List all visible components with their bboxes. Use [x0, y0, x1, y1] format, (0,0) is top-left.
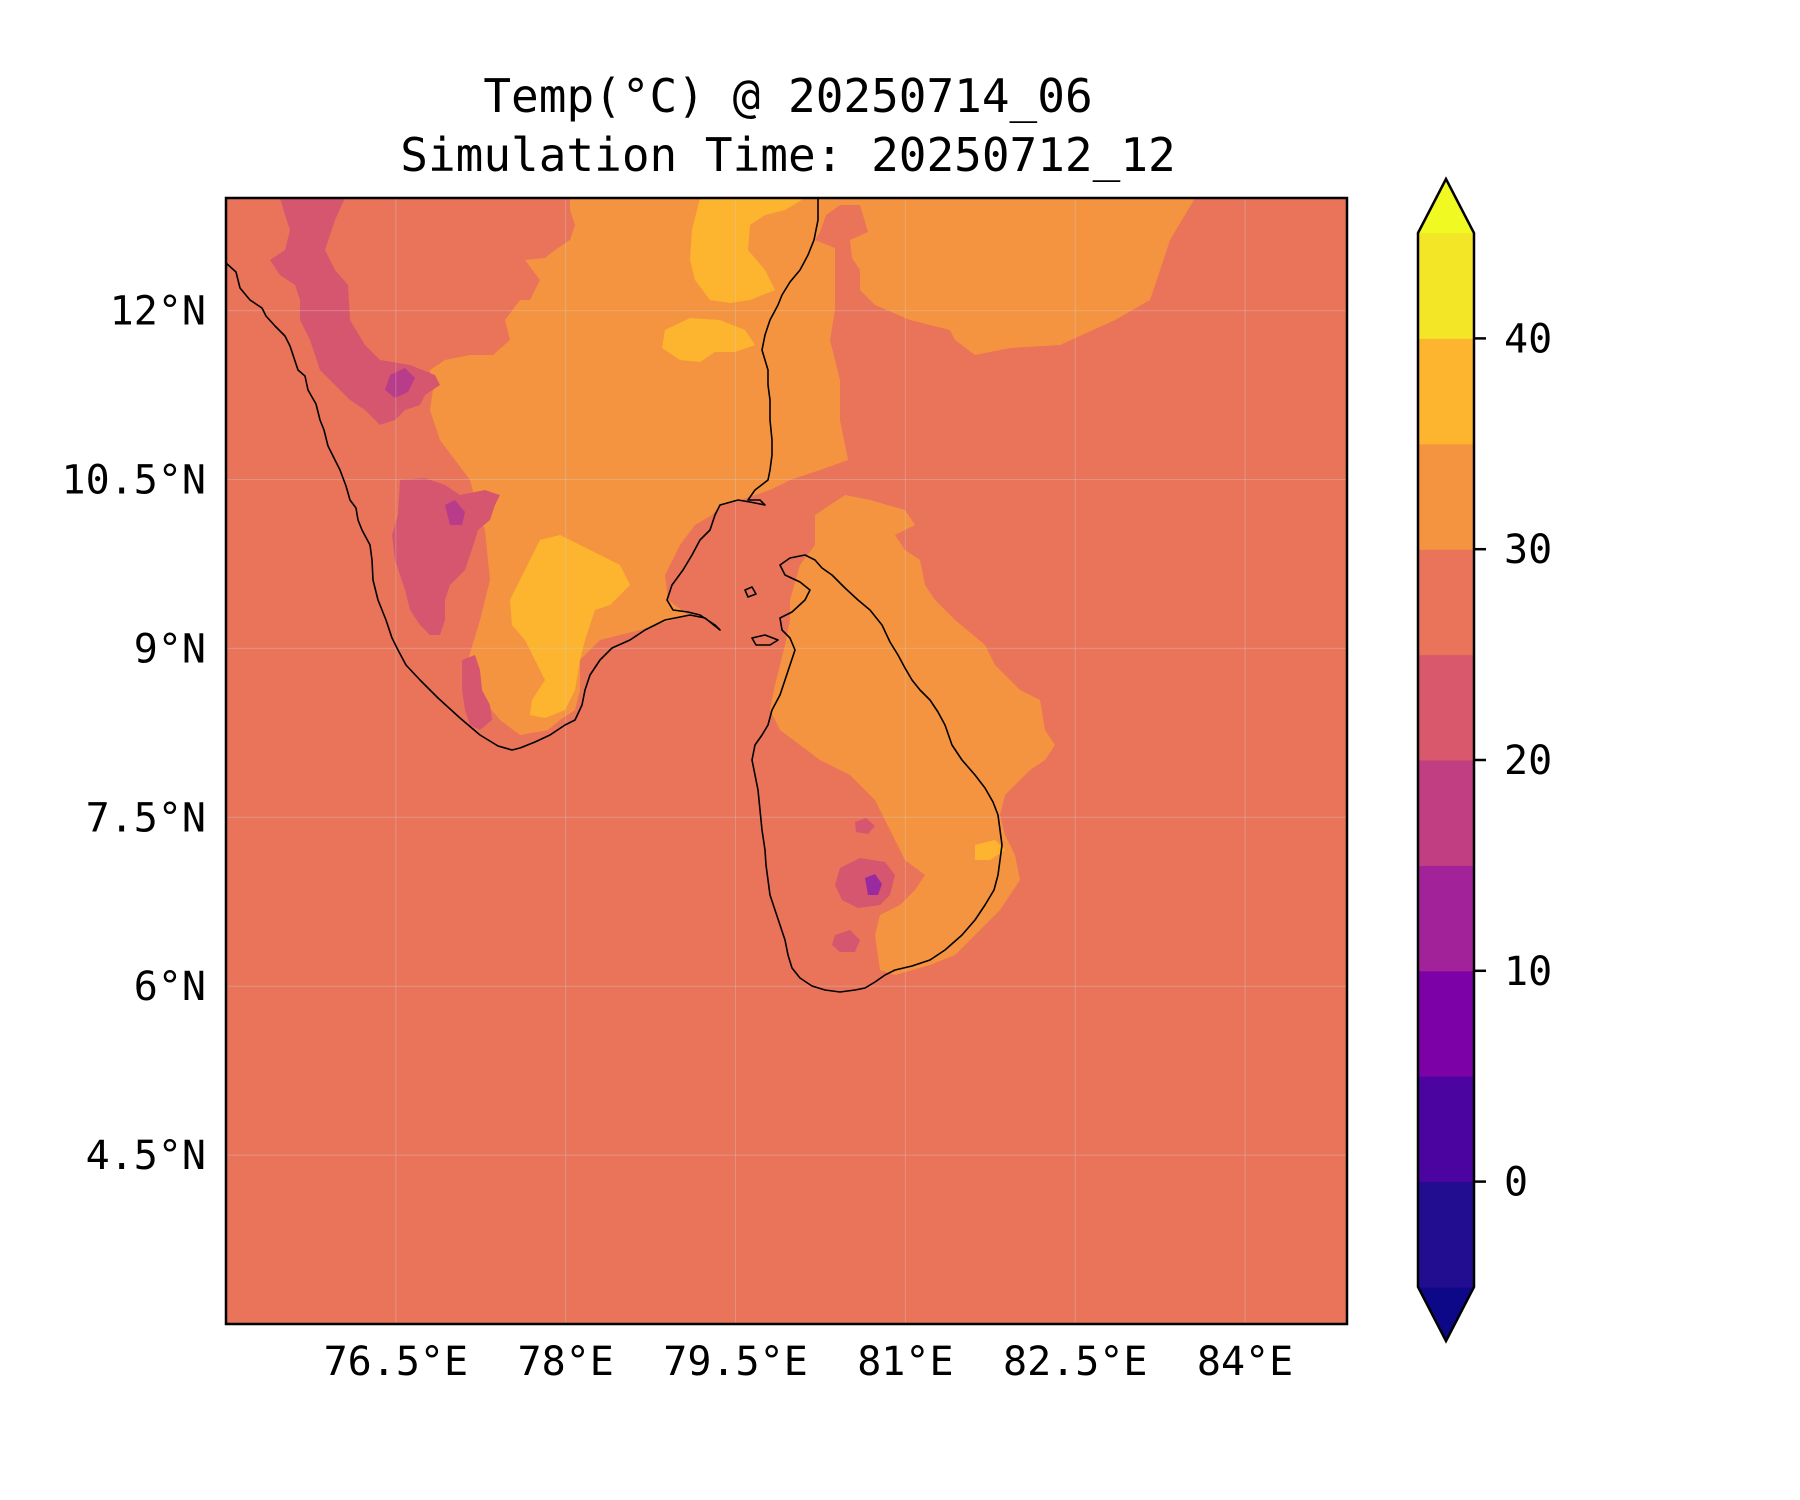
- colorbar-segment: [1418, 233, 1474, 339]
- central-hot-region: [662, 318, 755, 362]
- longitude-tick-label: 81°E: [857, 1339, 953, 1385]
- simulation-time-subtitle: Simulation Time: 20250712_12: [400, 128, 1175, 182]
- latitude-tick-label: 12°N: [110, 289, 206, 335]
- colorbar-segment: [1418, 443, 1474, 550]
- sri-lanka-small-cool-region: [855, 818, 875, 834]
- colorbar-outline: [1416, 176, 1476, 1344]
- map-plot-area: [226, 198, 1347, 1324]
- latitude-tick-label: 9°N: [134, 626, 206, 672]
- colorbar-tick-label: 30: [1504, 527, 1552, 573]
- colorbar-under-extension: [1418, 1287, 1474, 1341]
- longitude-tick-label: 84°E: [1197, 1339, 1293, 1385]
- coldest-region-10-15: [865, 874, 882, 895]
- latitude-axis: 12°N 10.5°N 9°N 7.5°N 6°N 4.5°N: [62, 289, 207, 1179]
- latitude-tick-label: 10.5°N: [62, 458, 207, 504]
- colorbar-segment: [1418, 654, 1474, 761]
- rameswaram-island-coastline: [744, 586, 757, 598]
- longitude-axis: 76.5°E 78°E 79.5°E 81°E 82.5°E 84°E: [324, 1339, 1294, 1385]
- sri-lanka-south-cool-region: [832, 930, 860, 952]
- map-title: Temp(°C) @ 20250714_06: [483, 69, 1092, 123]
- south-hot-region: [510, 535, 630, 718]
- colorbar-segment: [1418, 970, 1474, 1077]
- ghats-cold-pocket-north: [385, 368, 415, 398]
- hot-region-35-40: [510, 198, 1005, 860]
- longitude-tick-label: 78°E: [518, 1339, 614, 1385]
- cold-region-15-20: [385, 368, 465, 525]
- india-coastline: [226, 198, 819, 751]
- coastlines: [226, 198, 1003, 993]
- colorbar-tick-label: 40: [1504, 316, 1552, 362]
- colorbar-tick-label: 10: [1504, 949, 1552, 995]
- latitude-tick-label: 6°N: [134, 964, 206, 1010]
- ghats-cold-pocket-south: [445, 500, 465, 525]
- colorbar-segment: [1418, 549, 1474, 656]
- sri-lanka-peak-coldest: [865, 874, 882, 895]
- mannar-island-coastline: [751, 634, 779, 646]
- cool-region-20-25: [270, 198, 895, 952]
- sri-lanka-coast-hot-spot: [975, 840, 1005, 860]
- sri-lanka-coastline: [751, 554, 1003, 993]
- latitude-tick-label: 4.5°N: [86, 1133, 206, 1179]
- colorbar-segment: [1418, 338, 1474, 445]
- colorbar-tick-label: 0: [1504, 1160, 1528, 1206]
- western-ghats-north-cool-region: [270, 198, 440, 425]
- western-ghats-south-cool-region: [392, 478, 500, 635]
- longitude-tick-label: 79.5°E: [663, 1339, 808, 1385]
- sri-lanka-highland-cool-region: [835, 858, 895, 908]
- north-hot-region: [690, 198, 805, 303]
- indian-mainland-warm-region: [430, 198, 1195, 735]
- colorbar-segment: [1418, 1076, 1474, 1183]
- longitude-tick-label: 76.5°E: [324, 1339, 469, 1385]
- colorbar-segment: [1418, 760, 1474, 866]
- colorbar-segment: [1418, 865, 1474, 972]
- map-plot-frame: [224, 196, 1349, 1326]
- map-gridlines: [226, 198, 1347, 1324]
- colorbar-segment: [1418, 1181, 1474, 1288]
- western-ghats-tail-cool-region: [462, 655, 492, 730]
- temperature-colorbar: 0 10 20 30 40: [1416, 176, 1552, 1344]
- colorbar-tick-label: 20: [1504, 738, 1552, 784]
- colorbar-over-extension: [1418, 179, 1474, 233]
- latitude-tick-label: 7.5°N: [86, 795, 206, 841]
- longitude-tick-label: 82.5°E: [1003, 1339, 1148, 1385]
